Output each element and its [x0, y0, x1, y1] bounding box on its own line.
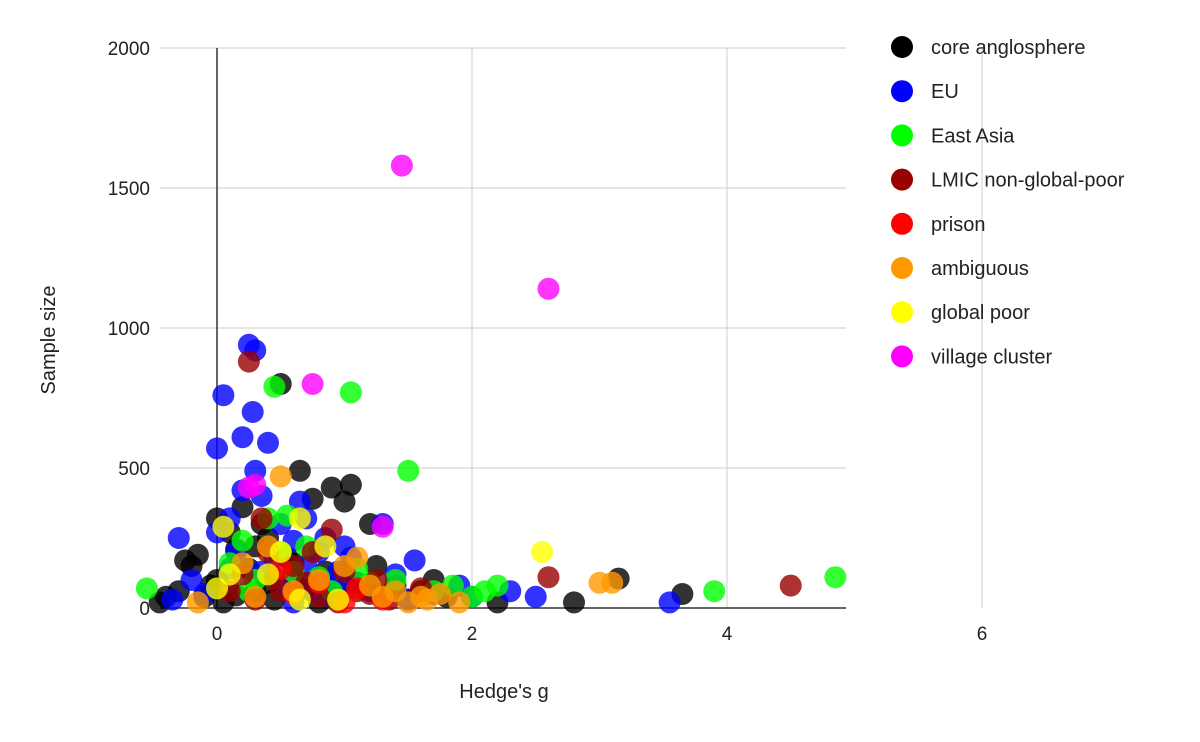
data-point — [250, 507, 273, 530]
data-point — [429, 583, 452, 605]
legend-marker — [891, 168, 913, 191]
data-point — [167, 527, 190, 549]
data-point — [601, 571, 624, 594]
legend-label: village cluster — [931, 346, 1053, 368]
data-point — [339, 381, 362, 404]
data-point — [212, 384, 235, 407]
data-point — [320, 476, 343, 499]
legend-marker — [891, 301, 913, 324]
legend-label: core anglosphere — [931, 37, 1086, 59]
data-point — [448, 591, 471, 614]
series-2 — [135, 375, 847, 608]
data-point — [779, 574, 802, 597]
data-point — [237, 350, 260, 373]
y-tick-label: 1500 — [108, 179, 150, 200]
data-point — [346, 546, 369, 569]
data-point — [212, 515, 235, 538]
data-point — [288, 459, 311, 482]
legend-item: EU — [891, 80, 959, 103]
gridlines — [160, 47, 983, 608]
data-point — [288, 507, 311, 530]
data-points — [135, 154, 847, 614]
data-point — [288, 588, 311, 611]
data-point — [371, 585, 394, 608]
data-point — [524, 585, 547, 608]
y-tick-label: 2000 — [108, 39, 150, 60]
data-point — [397, 459, 420, 482]
data-point — [241, 401, 264, 423]
data-point — [339, 473, 362, 496]
data-point — [537, 277, 560, 300]
series-6 — [206, 507, 554, 611]
legend-item: prison — [891, 212, 985, 236]
data-point — [206, 437, 228, 460]
data-point — [333, 490, 356, 513]
legend-item: East Asia — [891, 124, 1015, 147]
data-point — [186, 591, 209, 614]
data-point — [269, 541, 292, 563]
y-axis: 0 500 1000 1500 2000 — [108, 39, 218, 620]
legend-marker — [891, 212, 913, 235]
legend-marker — [891, 345, 913, 368]
data-point — [206, 577, 228, 600]
x-tick-label: 4 — [722, 624, 733, 645]
data-point — [703, 580, 726, 603]
legend-marker — [891, 36, 913, 58]
data-point — [537, 566, 560, 589]
legend-label: prison — [931, 214, 985, 236]
x-tick-label: 6 — [977, 624, 988, 645]
legend-label: LMIC non-global-poor — [931, 170, 1125, 192]
legend-marker — [891, 80, 913, 103]
data-point — [473, 580, 496, 603]
x-tick-label: 2 — [467, 624, 478, 645]
data-point — [824, 566, 847, 589]
data-point — [257, 563, 279, 586]
data-point — [327, 588, 350, 611]
data-point — [320, 518, 343, 541]
x-axis: 02468 — [160, 607, 988, 645]
series-7 — [237, 154, 560, 538]
data-point — [371, 515, 394, 538]
data-point — [390, 154, 413, 177]
data-point — [314, 535, 337, 558]
data-point — [288, 490, 311, 513]
legend-item: core anglosphere — [891, 36, 1086, 59]
y-tick-label: 0 — [139, 599, 150, 620]
legend-item: LMIC non-global-poor — [891, 168, 1125, 192]
legend-label: global poor — [931, 302, 1030, 324]
legend-item: global poor — [891, 301, 1030, 324]
legend-label: ambiguous — [931, 258, 1029, 280]
data-point — [301, 373, 324, 395]
x-tick-label: 0 — [212, 624, 223, 645]
legend-label: EU — [931, 81, 959, 103]
y-tick-label: 1000 — [108, 319, 150, 340]
data-point — [244, 585, 267, 608]
data-point — [218, 563, 241, 586]
data-point — [161, 588, 184, 611]
data-point — [180, 569, 203, 591]
data-point — [186, 543, 209, 566]
data-point — [308, 569, 330, 591]
data-point — [244, 473, 267, 496]
data-point — [403, 549, 426, 572]
y-axis-title: Sample size — [38, 286, 60, 395]
legend-item: ambiguous — [891, 257, 1029, 280]
data-point — [231, 426, 254, 449]
legend-item: village cluster — [891, 345, 1053, 368]
legend-marker — [891, 124, 913, 147]
data-point — [658, 591, 681, 614]
data-point — [269, 465, 292, 488]
legend-label: East Asia — [931, 125, 1015, 147]
legend: core anglosphere EU East Asia LMIC non-glob… — [891, 36, 1125, 368]
data-point — [531, 541, 554, 563]
data-point — [231, 529, 254, 552]
data-point — [135, 577, 158, 600]
y-tick-label: 500 — [118, 459, 150, 480]
data-point — [563, 591, 585, 614]
x-axis-title: Hedge's g — [459, 681, 548, 703]
data-point — [263, 375, 286, 398]
data-point — [257, 431, 279, 454]
legend-marker — [891, 257, 913, 279]
